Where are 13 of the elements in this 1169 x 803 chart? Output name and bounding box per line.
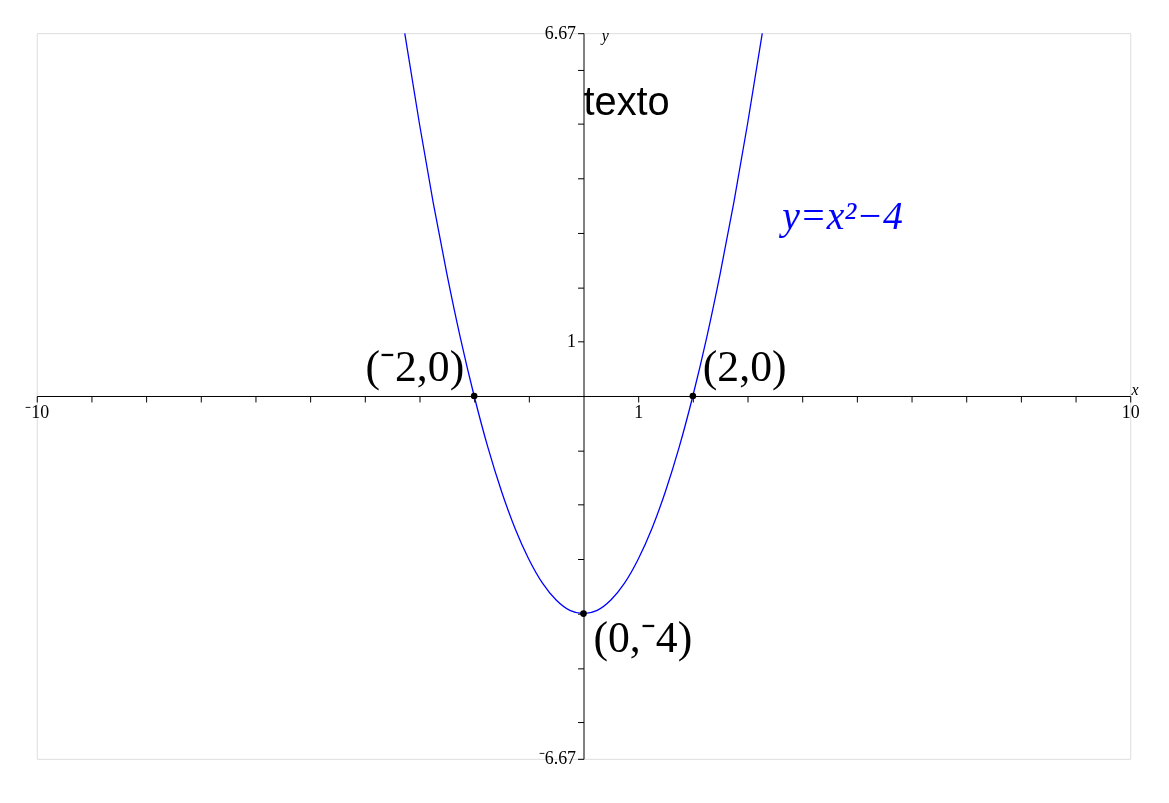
annotation: (0,⁻4) [593, 613, 693, 663]
series-label: y=x²−4 [778, 193, 903, 238]
x-tick-label: 10 [1121, 402, 1140, 423]
annotation: (⁻2,0) [365, 342, 465, 392]
y-tick-label: ⁻6.67 [538, 748, 577, 769]
x-tick-label: ⁻10 [25, 402, 50, 423]
x-tick-label: 1 [634, 402, 644, 423]
y-tick-label: 6.67 [544, 22, 577, 43]
y-tick-label: 1 [567, 331, 577, 352]
annotation: texto [583, 78, 670, 123]
x-axis-title: x [1130, 381, 1139, 399]
y-axis-title: y [599, 26, 610, 45]
annotation: (2,0) [702, 342, 787, 392]
